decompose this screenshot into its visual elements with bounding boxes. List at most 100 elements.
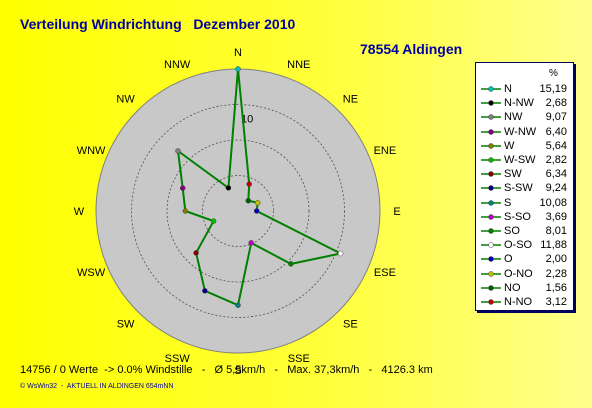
statistics-footer: 14756 / 0 Werte -> 0.0% Windstille - Ø 5… — [20, 364, 433, 376]
legend-swatch — [481, 256, 501, 263]
legend-direction: N-NO — [504, 296, 533, 308]
legend-direction: NW — [504, 111, 523, 124]
legend-value: 10,08 — [539, 196, 567, 209]
data-point-w-sw — [210, 218, 217, 224]
legend-direction: N-NW — [504, 97, 534, 110]
legend-value: 6,40 — [545, 125, 567, 138]
compass-label-se: SE — [343, 318, 358, 330]
legend-value: 8,01 — [545, 225, 567, 237]
legend-header: % — [549, 68, 558, 79]
legend-value: 15,19 — [539, 83, 567, 95]
compass-label-n: N — [234, 47, 242, 59]
compass-label-sw: SW — [117, 318, 135, 330]
legend-value: 2,00 — [545, 253, 567, 266]
legend-value: 2,68 — [545, 97, 567, 110]
legend-item: NO 1,56 — [476, 281, 573, 295]
legend-value: 11,88 — [540, 239, 567, 252]
legend-swatch — [481, 270, 501, 277]
compass-label-e: E — [393, 206, 400, 218]
legend-direction: S-SO — [504, 210, 531, 223]
data-point-so — [288, 261, 294, 267]
chart-title: Verteilung Windrichtung Dezember 2010 — [20, 16, 296, 32]
legend-direction: W — [504, 139, 515, 152]
legend-item: W 5,64 — [476, 139, 573, 153]
data-point-w-nw — [179, 185, 186, 191]
data-point-w — [182, 208, 189, 214]
grid-ring-1 — [202, 175, 274, 247]
legend-swatch — [481, 100, 501, 106]
compass-label-nw: NW — [116, 94, 135, 106]
legend-item: N-NW 2,68 — [476, 96, 573, 110]
data-point-nw — [175, 148, 181, 154]
compass-label-w: W — [74, 206, 85, 218]
legend-item: SW 6,34 — [476, 167, 573, 181]
legend-value: 3,69 — [545, 210, 567, 223]
legend-direction: O-NO — [504, 267, 533, 280]
compass-label-sse: SSE — [288, 353, 310, 365]
data-point-n-nw — [225, 185, 232, 191]
data-point-s-sw — [202, 288, 208, 294]
legend-direction: O-SO — [504, 239, 533, 252]
legend-item: O-SO 11,88 — [476, 238, 573, 252]
legend-direction: W-NW — [504, 125, 537, 138]
compass-label-nnw: NNW — [164, 59, 191, 71]
compass-label-ne: NE — [343, 94, 358, 106]
legend-direction: S-SW — [504, 182, 533, 195]
compass-label-wsw: WSW — [77, 267, 106, 279]
data-point-o — [253, 208, 260, 214]
legend-item: N 15,19 — [476, 82, 573, 96]
station-label: 78554 Aldingen — [360, 41, 463, 57]
compass-label-wnw: WNW — [77, 145, 106, 157]
compass-label-ese: ESE — [374, 267, 396, 279]
legend-item: S 10,08 — [476, 196, 573, 210]
legend-value: 9,24 — [545, 182, 567, 195]
legend-item: O 2,00 — [476, 252, 573, 266]
legend-value: 2,28 — [545, 267, 567, 280]
legend-swatch — [481, 157, 501, 163]
data-point-s — [235, 302, 241, 308]
data-point-no — [245, 197, 252, 204]
rose-background — [95, 68, 381, 354]
legend-direction: O — [504, 253, 513, 266]
legend-swatch — [481, 114, 501, 121]
legend-direction: W-SW — [504, 154, 536, 166]
legend-swatch — [481, 228, 501, 234]
data-point-n — [235, 66, 241, 72]
compass-label-nne: NNE — [287, 59, 310, 71]
legend-item: NW 9,07 — [476, 110, 573, 124]
legend-value: 6,34 — [545, 168, 567, 181]
legend-swatch — [481, 199, 501, 206]
legend-swatch — [481, 299, 501, 305]
legend-item: N-NO 3,12 — [476, 295, 573, 309]
compass-label-ene: ENE — [374, 145, 397, 157]
data-point-n-no — [246, 181, 252, 187]
legend-direction: NO — [504, 281, 521, 294]
legend-value: 1,56 — [545, 281, 567, 294]
data-point-o-so — [337, 250, 344, 257]
legend-value: 9,07 — [545, 111, 567, 124]
legend-item: W-SW 2,82 — [476, 153, 573, 167]
legend: % N 15,19 N-NW 2,68 NW 9,07 W-NW 6,40 W 5,64 W-SW 2… — [475, 62, 574, 311]
legend-direction: SW — [504, 168, 522, 181]
legend-item: O-NO 2,28 — [476, 267, 573, 281]
legend-swatch — [481, 143, 501, 149]
data-point-sw — [193, 250, 199, 256]
grid-ring-2 — [166, 139, 310, 283]
legend-item: SO 8,01 — [476, 224, 573, 238]
legend-value: 3,12 — [545, 296, 567, 308]
legend-value: 5,64 — [545, 139, 567, 152]
legend-swatch — [481, 285, 501, 291]
legend-direction: S — [504, 196, 512, 209]
legend-item: S-SO 3,69 — [476, 210, 573, 224]
compass-label-ssw: SSW — [165, 353, 191, 365]
data-point-s-so — [248, 240, 254, 246]
legend-swatch — [481, 171, 501, 177]
compass-label-s: S — [234, 365, 241, 377]
legend-swatch — [481, 86, 501, 92]
legend-direction: N — [504, 83, 512, 95]
software-credit: © WsWin32 - AKTUELL IN ALDINGEN 654mNN — [20, 383, 174, 390]
legend-item: W-NW 6,40 — [476, 125, 573, 139]
legend-swatch — [481, 214, 501, 220]
